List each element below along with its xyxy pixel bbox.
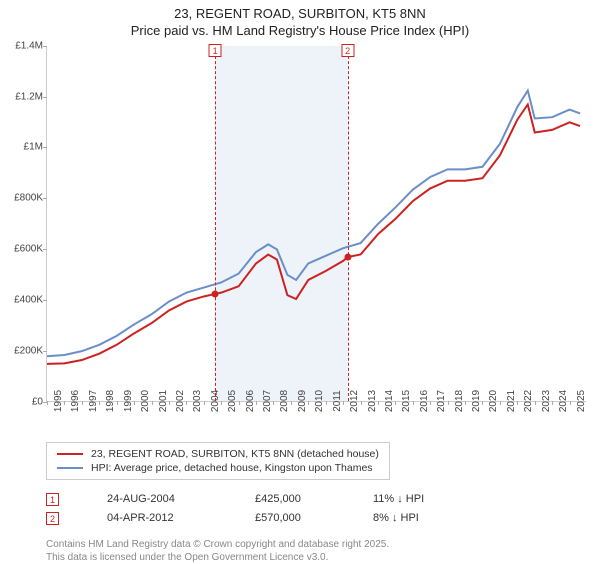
event-marker: 1 bbox=[46, 493, 59, 506]
x-axis-label: 2024 bbox=[552, 390, 569, 412]
chart-container: 23, REGENT ROAD, SURBITON, KT5 8NN Price… bbox=[0, 0, 600, 564]
x-axis-label: 2021 bbox=[500, 390, 517, 412]
legend: 23, REGENT ROAD, SURBITON, KT5 8NN (deta… bbox=[46, 442, 390, 480]
x-axis-label: 2000 bbox=[134, 390, 151, 412]
series-hpi bbox=[47, 90, 580, 356]
legend-swatch-price bbox=[57, 453, 83, 455]
event-row: 2 04-APR-2012 £570,000 8% ↓ HPI bbox=[46, 509, 600, 528]
y-axis-label: £600K bbox=[14, 244, 47, 255]
x-axis-label: 2004 bbox=[204, 390, 221, 412]
events-table: 1 24-AUG-2004 £425,000 11% ↓ HPI 2 04-AP… bbox=[46, 490, 600, 528]
x-axis-label: 2018 bbox=[448, 390, 465, 412]
x-axis-label: 2016 bbox=[413, 390, 430, 412]
y-axis-label: £1.4M bbox=[15, 40, 47, 51]
event-marker: 2 bbox=[46, 512, 59, 525]
x-axis-label: 2003 bbox=[186, 390, 203, 412]
y-axis-label: £200K bbox=[14, 345, 47, 356]
event-date: 24-AUG-2004 bbox=[107, 493, 207, 505]
x-axis-label: 1996 bbox=[64, 390, 81, 412]
x-axis-label: 2015 bbox=[395, 390, 412, 412]
y-axis-label: £800K bbox=[14, 193, 47, 204]
x-axis-label: 2025 bbox=[570, 390, 587, 412]
footer-licence: This data is licensed under the Open Gov… bbox=[46, 551, 600, 564]
x-axis-label: 1995 bbox=[47, 390, 64, 412]
event-price: £425,000 bbox=[255, 493, 325, 505]
event-delta: 11% ↓ HPI bbox=[373, 493, 424, 505]
legend-label-hpi: HPI: Average price, detached house, King… bbox=[91, 462, 373, 474]
x-axis-label: 2005 bbox=[221, 390, 238, 412]
x-axis-label: 2014 bbox=[378, 390, 395, 412]
y-axis-label: £1M bbox=[24, 142, 47, 153]
x-axis-label: 2022 bbox=[517, 390, 534, 412]
event-box: 1 bbox=[209, 44, 222, 57]
event-dot bbox=[344, 253, 351, 260]
legend-label-price: 23, REGENT ROAD, SURBITON, KT5 8NN (deta… bbox=[91, 448, 379, 460]
event-box: 2 bbox=[341, 44, 354, 57]
x-axis-label: 2007 bbox=[256, 390, 273, 412]
x-axis-label: 2013 bbox=[361, 390, 378, 412]
event-line bbox=[348, 46, 349, 401]
legend-row-price: 23, REGENT ROAD, SURBITON, KT5 8NN (deta… bbox=[57, 447, 379, 461]
x-axis-label: 2010 bbox=[308, 390, 325, 412]
y-axis-label: £0 bbox=[32, 396, 47, 407]
x-axis-label: 2017 bbox=[430, 390, 447, 412]
x-axis-label: 2006 bbox=[239, 390, 256, 412]
x-axis-label: 2012 bbox=[343, 390, 360, 412]
event-row: 1 24-AUG-2004 £425,000 11% ↓ HPI bbox=[46, 490, 600, 509]
x-axis-label: 2008 bbox=[273, 390, 290, 412]
x-axis-label: 2023 bbox=[535, 390, 552, 412]
event-delta: 8% ↓ HPI bbox=[373, 512, 419, 524]
x-axis-label: 1998 bbox=[99, 390, 116, 412]
legend-row-hpi: HPI: Average price, detached house, King… bbox=[57, 461, 379, 475]
x-axis-label: 1999 bbox=[117, 390, 134, 412]
title-address: 23, REGENT ROAD, SURBITON, KT5 8NN bbox=[0, 6, 600, 23]
y-axis-label: £400K bbox=[14, 295, 47, 306]
x-axis-label: 1997 bbox=[82, 390, 99, 412]
event-dot bbox=[212, 290, 219, 297]
x-axis-label: 2002 bbox=[169, 390, 186, 412]
event-line bbox=[215, 46, 216, 401]
legend-swatch-hpi bbox=[57, 467, 83, 469]
x-axis-label: 2009 bbox=[291, 390, 308, 412]
y-axis-label: £1.2M bbox=[15, 91, 47, 102]
plot-area: £0£200K£400K£600K£800K£1M£1.2M£1.4M19951… bbox=[46, 46, 586, 402]
footer-copyright: Contains HM Land Registry data © Crown c… bbox=[46, 538, 600, 551]
x-axis-label: 2019 bbox=[465, 390, 482, 412]
x-axis-label: 2020 bbox=[482, 390, 499, 412]
event-price: £570,000 bbox=[255, 512, 325, 524]
event-date: 04-APR-2012 bbox=[107, 512, 207, 524]
chart-lines bbox=[47, 46, 586, 401]
x-axis-label: 2011 bbox=[326, 390, 343, 412]
chart-title: 23, REGENT ROAD, SURBITON, KT5 8NN Price… bbox=[0, 0, 600, 40]
x-axis-label: 2001 bbox=[152, 390, 169, 412]
title-subtitle: Price paid vs. HM Land Registry's House … bbox=[0, 23, 600, 40]
